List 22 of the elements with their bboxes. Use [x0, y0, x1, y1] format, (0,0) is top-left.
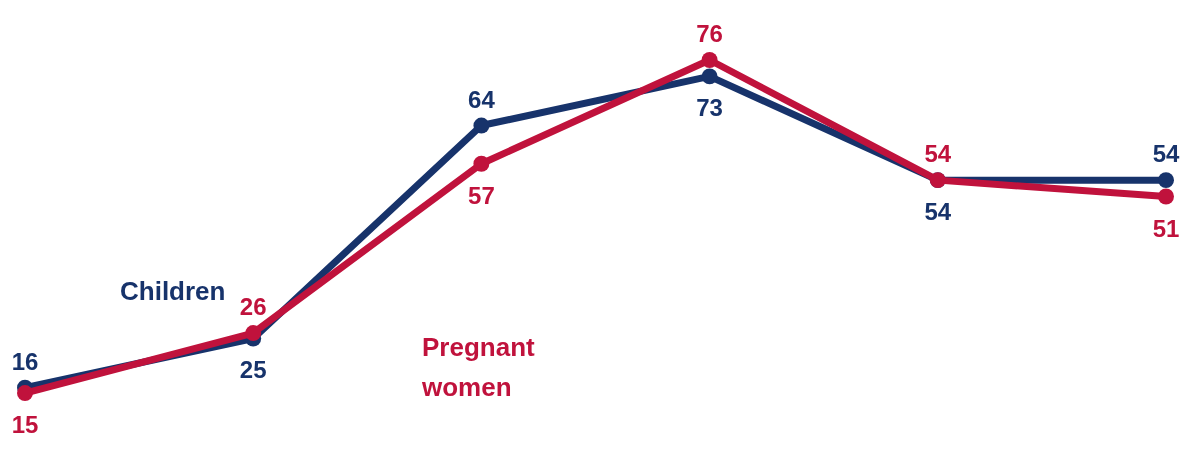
point — [701, 52, 718, 68]
point — [473, 117, 490, 134]
point — [245, 325, 262, 341]
data-label: 16 — [11, 347, 39, 375]
data-label: 54 — [924, 140, 952, 168]
point — [1158, 188, 1174, 205]
data-label: 54 — [924, 198, 952, 226]
point — [701, 68, 718, 85]
data-label: 26 — [239, 293, 267, 321]
data-label: 73 — [696, 94, 723, 122]
data-label: 25 — [239, 356, 267, 384]
text: Pregnant women — [421, 332, 536, 402]
data-label: 54 — [1152, 140, 1180, 168]
data-label: 76 — [696, 20, 723, 47]
point — [473, 155, 490, 172]
point — [1158, 172, 1174, 189]
data-label: 64 — [468, 85, 496, 113]
data-label: 15 — [11, 411, 39, 439]
data-label: 51 — [1152, 214, 1180, 242]
point — [17, 385, 33, 402]
series-label: Children — [120, 276, 226, 306]
data-label: 57 — [468, 181, 495, 209]
